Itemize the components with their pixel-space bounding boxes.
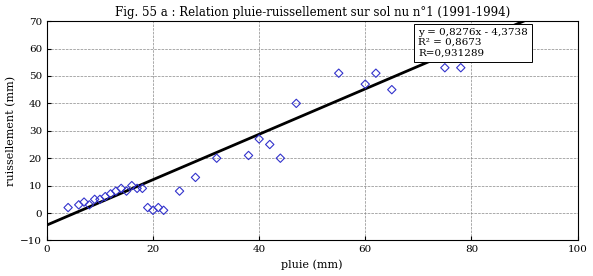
Point xyxy=(361,82,370,86)
Y-axis label: ruissellement (mm): ruissellement (mm) xyxy=(5,76,16,186)
Point xyxy=(371,71,381,75)
Point xyxy=(127,184,136,188)
Point xyxy=(101,194,110,199)
Point xyxy=(265,142,275,147)
Point xyxy=(387,87,397,92)
Point xyxy=(79,200,89,204)
Point xyxy=(106,192,115,196)
Point xyxy=(122,189,131,193)
Point xyxy=(116,186,126,190)
Title: Fig. 55 a : Relation pluie-ruissellement sur sol nu n°1 (1991-1994): Fig. 55 a : Relation pluie-ruissellement… xyxy=(114,6,510,18)
Point xyxy=(111,189,120,193)
Point xyxy=(154,205,163,210)
Point xyxy=(334,71,343,75)
Point xyxy=(148,208,158,213)
Point xyxy=(63,205,73,210)
Point xyxy=(456,65,466,70)
Point xyxy=(95,197,105,201)
Point xyxy=(159,208,168,213)
Point xyxy=(440,65,449,70)
X-axis label: pluie (mm): pluie (mm) xyxy=(282,260,343,270)
Point xyxy=(138,186,147,190)
Point xyxy=(74,203,84,207)
Point xyxy=(212,156,221,160)
Text: y = 0,8276x - 4,3738
R² = 0,8673
R=0,931289: y = 0,8276x - 4,3738 R² = 0,8673 R=0,931… xyxy=(418,28,528,57)
Point xyxy=(175,189,184,193)
Point xyxy=(132,186,142,190)
Point xyxy=(292,101,301,106)
Point xyxy=(254,137,264,141)
Point xyxy=(90,197,100,201)
Point xyxy=(85,203,94,207)
Point xyxy=(191,175,200,180)
Point xyxy=(276,156,285,160)
Point xyxy=(143,205,152,210)
Point xyxy=(244,153,253,158)
